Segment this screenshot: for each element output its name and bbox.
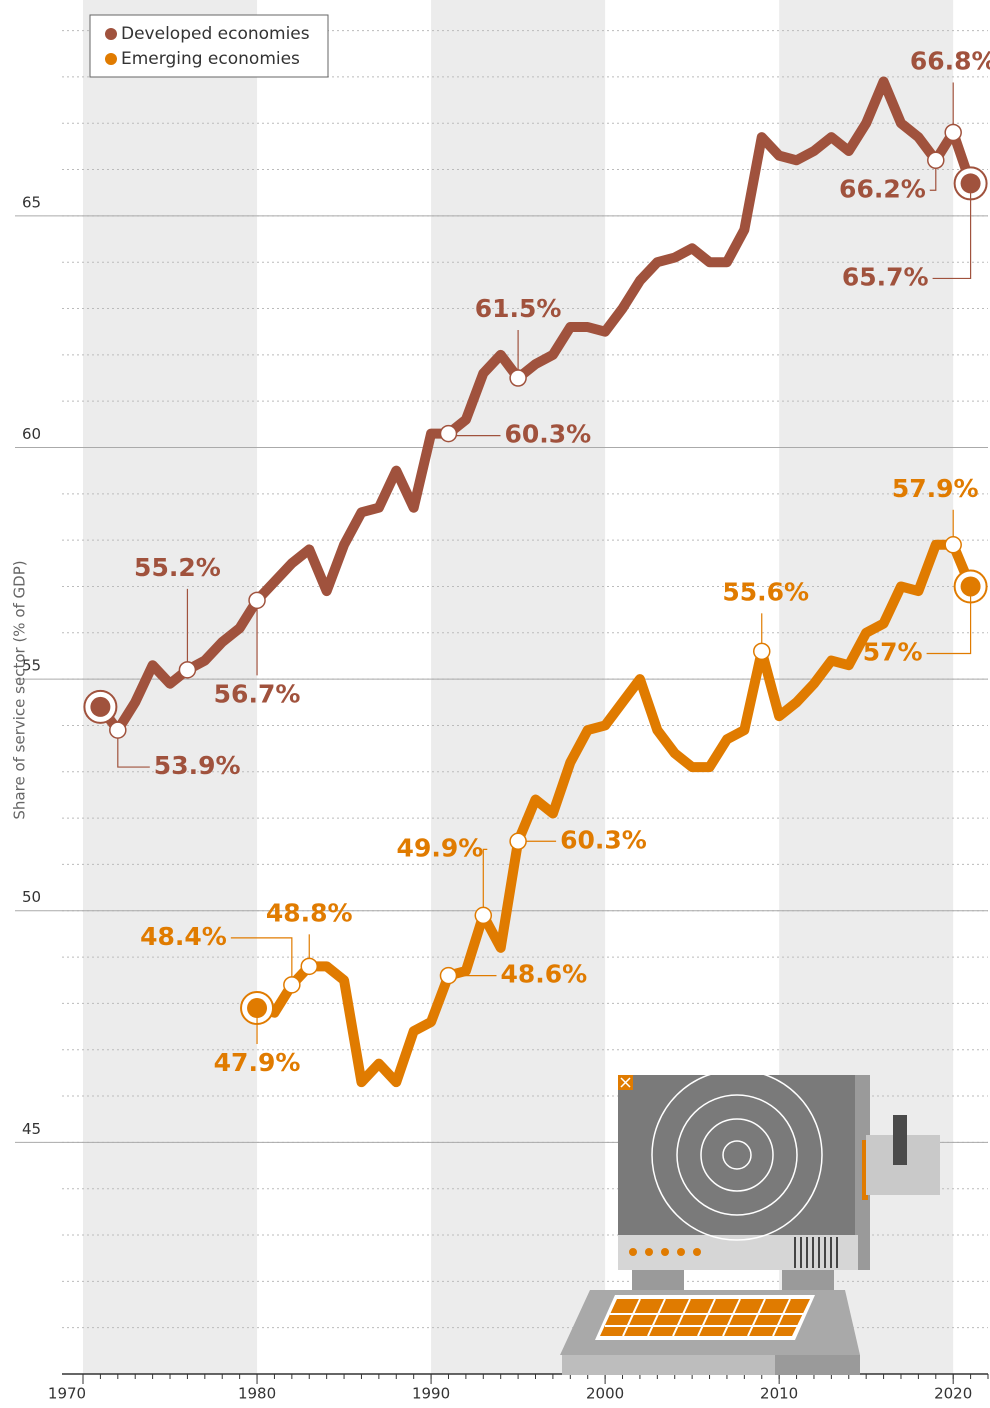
annotation: 60.3% — [560, 825, 647, 854]
value-label: 66.8% — [910, 46, 990, 75]
leader-line — [230, 937, 293, 985]
value-label: 57.9% — [892, 474, 979, 503]
point-marker — [439, 424, 458, 443]
legend-swatch — [105, 53, 117, 65]
point-marker — [509, 832, 527, 851]
point-marker — [927, 151, 945, 170]
value-label: 53.9% — [154, 751, 241, 780]
point-marker — [439, 966, 458, 985]
point-marker — [178, 661, 197, 679]
value-label: 48.8% — [266, 898, 353, 927]
y-tick-label: 65 — [22, 193, 41, 211]
point-marker — [474, 906, 493, 925]
point-marker — [944, 123, 962, 142]
value-label: 48.6% — [500, 960, 587, 989]
legend: Developed economies Emerging economies — [89, 14, 329, 78]
y-axis-title: Share of service sector (% of GDP) — [11, 560, 29, 819]
leader-line — [117, 730, 150, 768]
series-line — [255, 539, 976, 1088]
leader-line — [482, 848, 488, 916]
point-marker — [283, 976, 301, 994]
background: 45 50 55 60 65 1970 1980 1990 2000 2010 2020 — [15, 0, 989, 1403]
x-tick-label: 1990 — [412, 1385, 450, 1403]
point-marker — [300, 957, 318, 976]
computer-illustration — [560, 1069, 940, 1375]
legend-swatch — [105, 28, 117, 40]
value-label: 65.7% — [842, 262, 929, 291]
value-label: 56.7% — [214, 679, 301, 708]
x-tick-label: 2000 — [586, 1385, 624, 1403]
decade-band — [431, 0, 606, 1374]
point-marker — [509, 369, 527, 387]
leader-line — [932, 183, 972, 280]
value-label: 61.5% — [475, 294, 562, 323]
series-line — [96, 76, 976, 736]
value-label: 49.9% — [397, 833, 484, 862]
x-tick-label: 1970 — [48, 1385, 86, 1403]
leader-line — [929, 160, 937, 191]
x-tick-label: 2020 — [934, 1385, 972, 1403]
x-tick-label: 1980 — [238, 1385, 276, 1403]
x-tick-label: 2010 — [760, 1385, 798, 1403]
y-tick-label: 50 — [22, 888, 41, 906]
value-label: 48.4% — [140, 922, 227, 951]
point-marker — [753, 642, 771, 661]
value-label: 55.2% — [134, 553, 221, 582]
value-label: 57% — [863, 637, 923, 666]
value-label: 60.3% — [504, 420, 591, 449]
value-label: 47.9% — [214, 1048, 301, 1077]
y-tick-label: 45 — [22, 1120, 41, 1138]
y-tick-label: 60 — [22, 425, 41, 443]
point-marker — [109, 721, 127, 739]
value-label: 66.2% — [839, 174, 926, 203]
legend-box — [89, 14, 329, 78]
legend-label: Developed economies — [121, 24, 310, 44]
point-marker — [944, 536, 962, 554]
endpoint-dot — [90, 696, 111, 717]
plot-area: 53.9% 55.2% 56.7% 60.3% 61.5% 66.2% 66.8% 65.7%… — [83, 46, 990, 1088]
value-label: 55.6% — [722, 577, 809, 606]
legend-label: Emerging economies — [121, 49, 300, 69]
y-tick-label: 55 — [22, 657, 41, 675]
leader-line — [926, 586, 972, 655]
point-marker — [248, 591, 266, 610]
